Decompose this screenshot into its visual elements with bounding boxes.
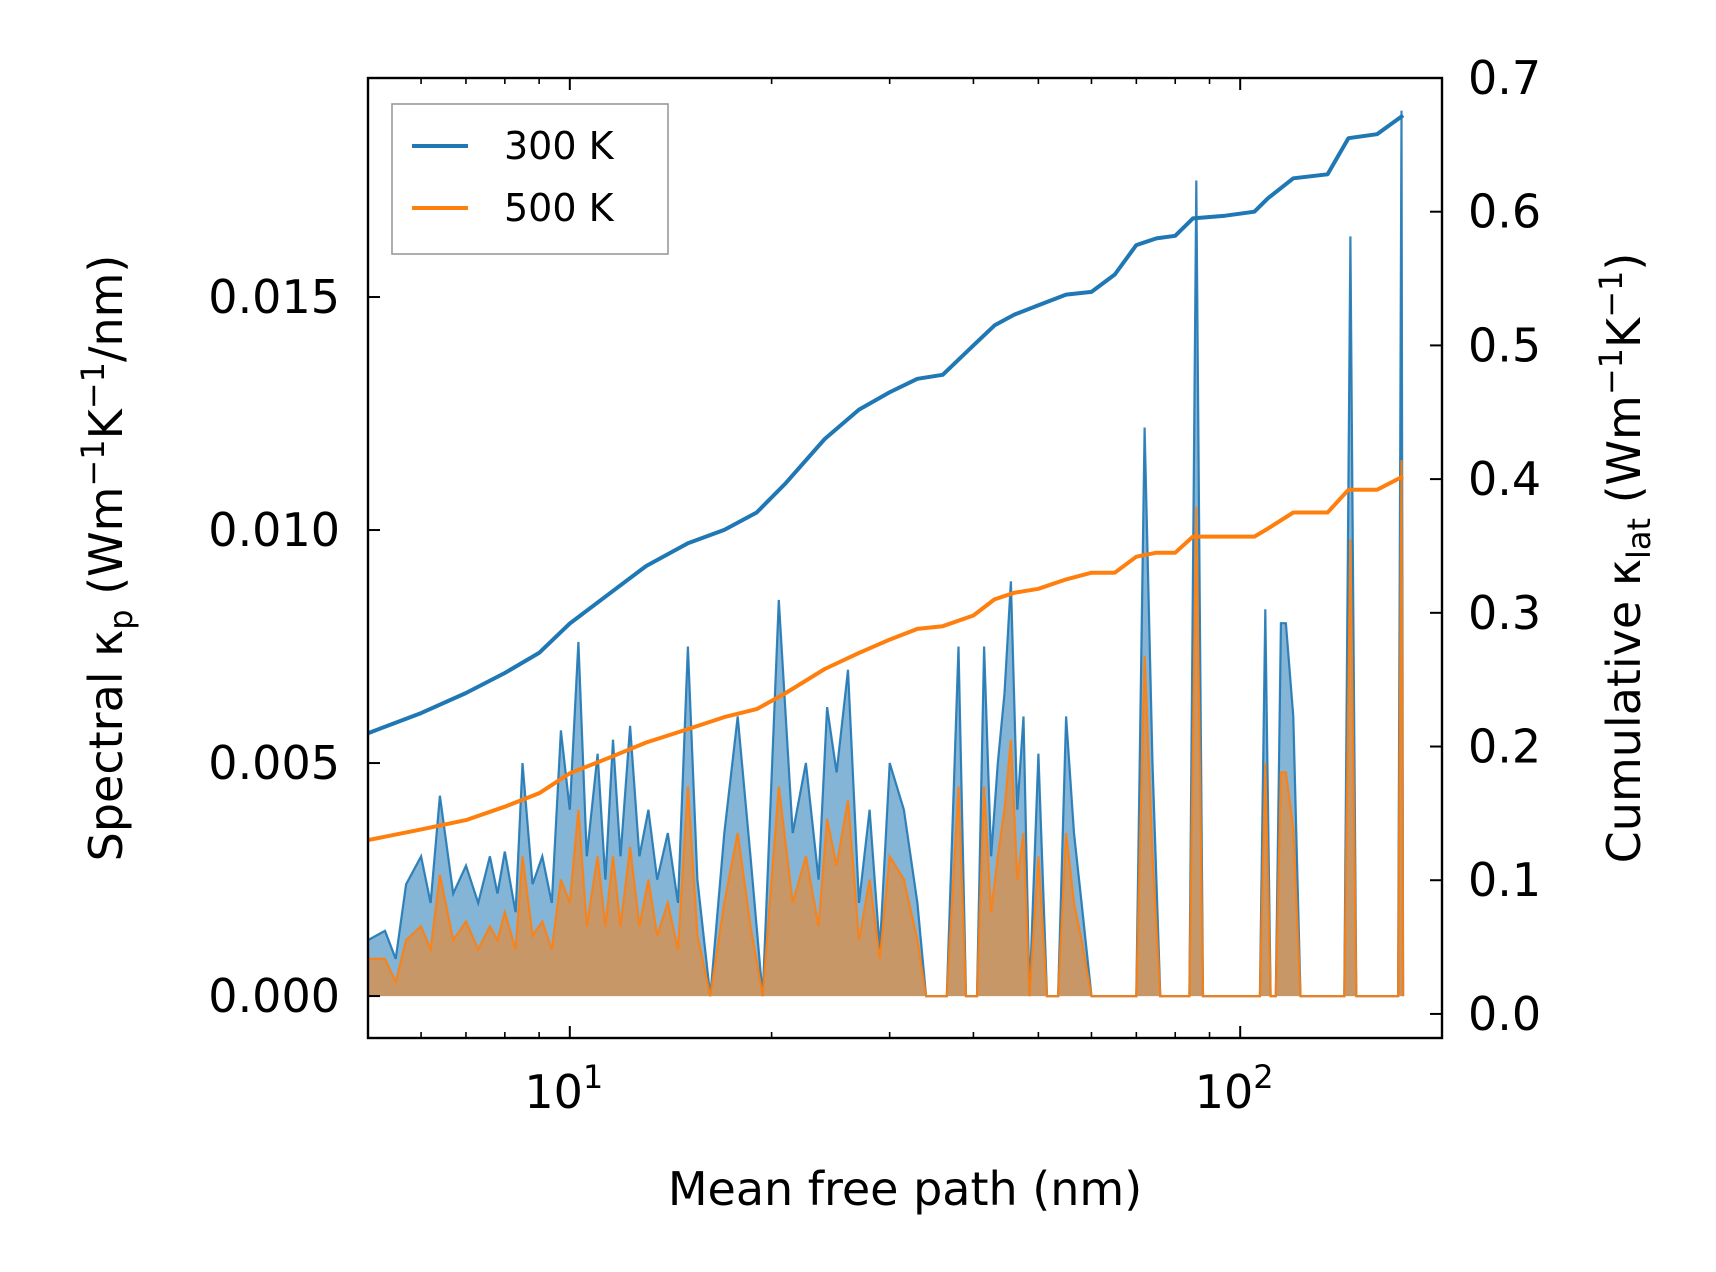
legend-label-500k: 500 K bbox=[504, 186, 615, 230]
cumulative-line-1 bbox=[367, 474, 1405, 843]
left-ylabel-tail: /nm) bbox=[79, 255, 133, 362]
x-tick-exponent: 1 bbox=[583, 1058, 603, 1096]
x-tick-label-0: 101 bbox=[524, 1058, 603, 1119]
left-ylabel-sup2: −1 bbox=[74, 362, 112, 409]
x-tick-exponent: 2 bbox=[1253, 1058, 1273, 1096]
right-ylabel-base: Cumulative κ bbox=[1597, 559, 1651, 863]
legend-box bbox=[391, 103, 669, 255]
x-axis-title: Mean free path (nm) bbox=[668, 1162, 1142, 1216]
x-tick-label-1: 102 bbox=[1195, 1058, 1274, 1119]
left-ylabel-base: Spectral κ bbox=[79, 630, 133, 862]
right-y-tick-label-1: 0.1 bbox=[1468, 853, 1541, 907]
left-y-tick-label-1: 0.005 bbox=[208, 736, 340, 790]
spectral-fills bbox=[367, 110, 1405, 998]
cumulative-line-0 bbox=[367, 113, 1405, 736]
spectral-area-1 bbox=[368, 460, 1404, 997]
left-y-axis-title: Spectral κp (Wm−1K−1/nm) bbox=[74, 255, 140, 862]
spectral-line-1 bbox=[368, 460, 1405, 998]
right-ylabel-sub: lat bbox=[1620, 518, 1658, 559]
series-lines bbox=[367, 113, 1405, 843]
x-tick-base: 10 bbox=[1195, 1065, 1254, 1119]
legend-label-300k: 300 K bbox=[504, 124, 615, 168]
right-ylabel-unit-open: (Wm bbox=[1597, 395, 1651, 518]
right-y-tick-label-4: 0.4 bbox=[1468, 452, 1541, 506]
right-ylabel-sup1: −1 bbox=[1592, 348, 1630, 395]
left-ylabel-sup1: −1 bbox=[74, 439, 112, 486]
left-ylabel-unit-open: (Wm bbox=[79, 487, 133, 610]
right-ylabel-mid: K bbox=[1597, 316, 1651, 348]
left-ylabel-sub: p bbox=[102, 609, 140, 629]
right-y-axis-title: Cumulative κlat (Wm−1K−1) bbox=[1592, 253, 1658, 864]
right-y-tick-label-7: 0.7 bbox=[1468, 51, 1541, 105]
right-y-tick-label-2: 0.2 bbox=[1468, 720, 1541, 774]
right-y-tick-label-0: 0.0 bbox=[1468, 987, 1541, 1041]
x-tick-base: 10 bbox=[524, 1065, 583, 1119]
right-ylabel-tail: ) bbox=[1597, 253, 1651, 271]
left-y-tick-label-2: 0.010 bbox=[208, 503, 340, 557]
plot-frame bbox=[366, 76, 1444, 1040]
left-y-tick-label-0: 0.000 bbox=[208, 969, 340, 1023]
right-y-tick-label-6: 0.6 bbox=[1468, 185, 1541, 239]
left-ylabel-mid: K bbox=[79, 407, 133, 439]
left-y-tick-label-3: 0.015 bbox=[208, 270, 340, 324]
legend: 300 K 500 K bbox=[391, 103, 669, 255]
right-ylabel-sup2: −1 bbox=[1592, 271, 1630, 318]
right-y-tick-label-5: 0.5 bbox=[1468, 318, 1541, 372]
right-y-tick-label-3: 0.3 bbox=[1468, 586, 1541, 640]
axis-ticks: 101 1020.0000.0050.0100.0150.00.10.20.30.… bbox=[208, 51, 1541, 1119]
